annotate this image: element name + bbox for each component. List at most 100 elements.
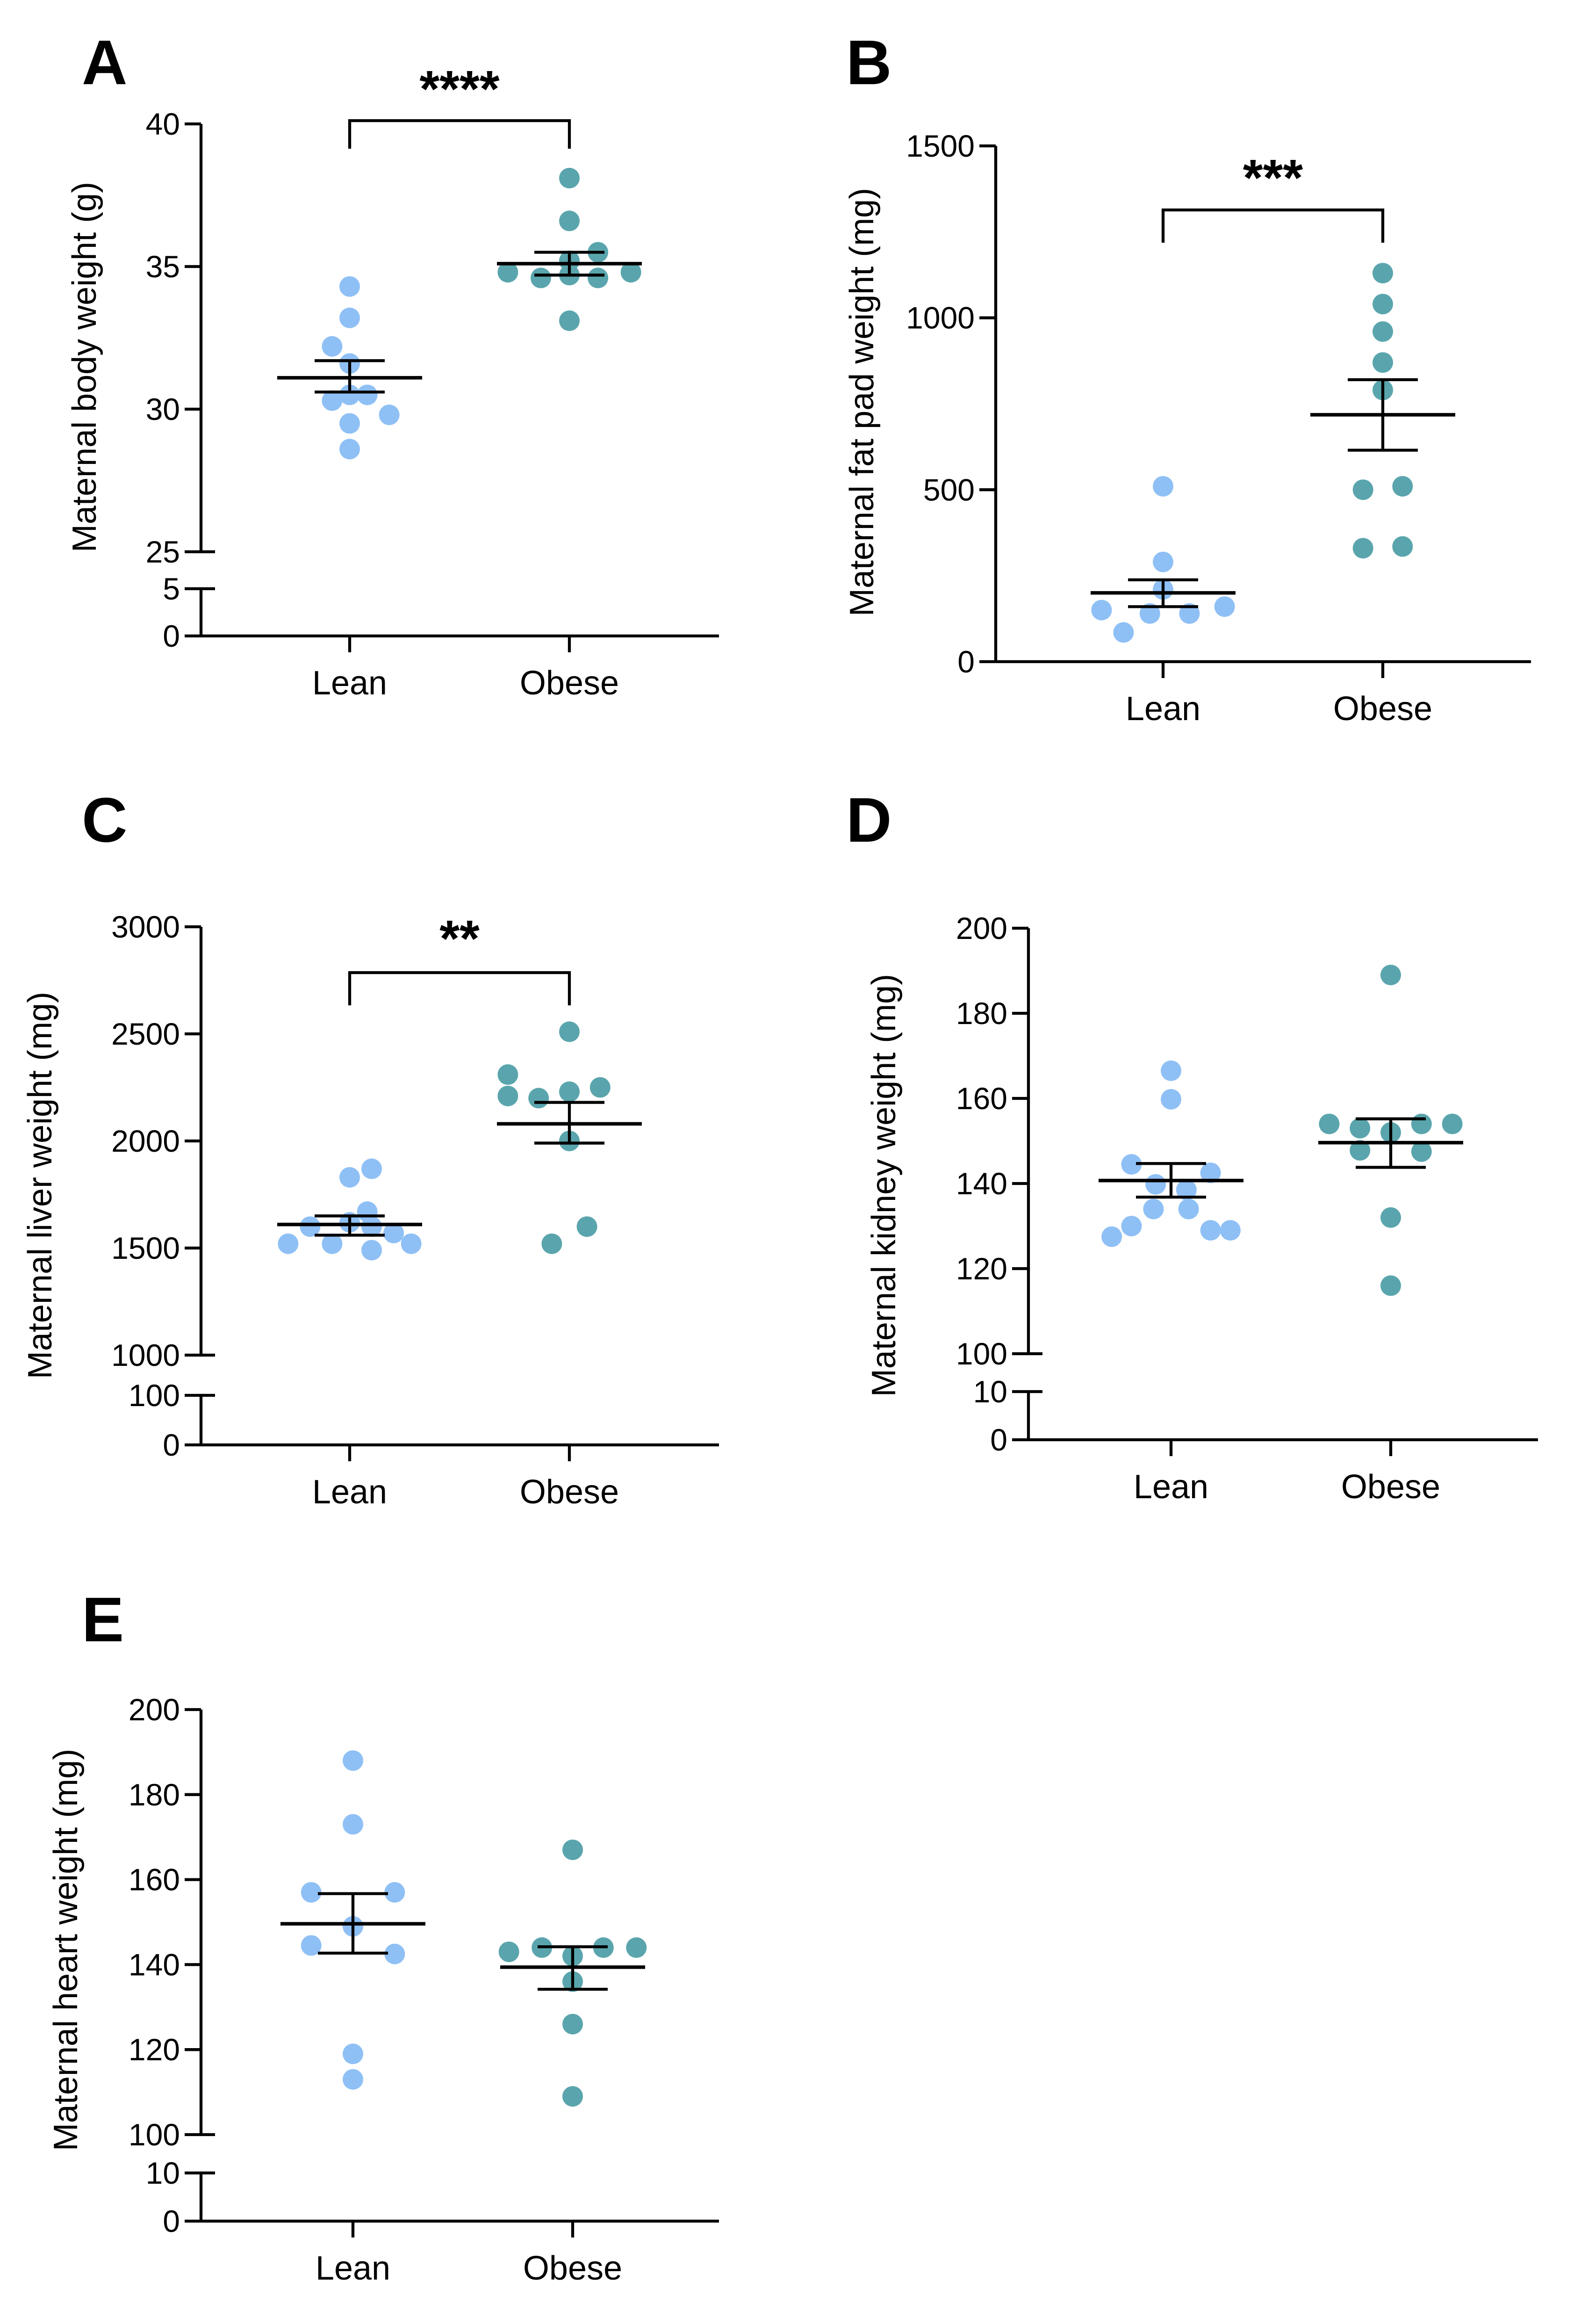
y-tick-label: 5 [163,571,180,606]
significance-stars: **** [419,60,499,118]
data-point-obese [559,1081,580,1102]
y-tick-label: 35 [146,249,180,284]
x-tick-label: Obese [523,2250,622,2287]
y-tick-label: 0 [163,619,180,653]
data-point-lean [339,439,360,460]
y-tick-label: 1000 [111,1338,180,1372]
data-point-lean [384,1882,405,1903]
significance-stars: ** [439,910,480,967]
data-point-obese [1352,538,1373,559]
data-point-obese [1373,321,1393,342]
data-point-obese [589,1077,611,1098]
data-point-obese [559,310,580,331]
data-point-lean [1121,1154,1142,1175]
y-tick-label: 10 [146,2156,180,2190]
x-tick-label: Obese [520,1473,619,1511]
y-tick-label: 25 [146,534,180,569]
data-point-lean [384,1943,405,1964]
data-point-obese [497,262,518,283]
x-tick-label: Lean [1134,1468,1208,1506]
data-point-obese [1411,1141,1432,1162]
data-point-lean [1161,1060,1181,1081]
data-point-obese [1392,536,1413,557]
data-point-lean [361,1216,382,1237]
data-point-obese [626,1937,647,1958]
y-tick-label: 0 [957,644,975,679]
data-point-obese [528,1088,549,1109]
data-point-lean [1220,1220,1241,1241]
data-point-obese [576,1216,597,1237]
data-point-lean [278,1233,299,1254]
data-point-lean [339,276,360,297]
data-point-obese [562,1839,583,1860]
panel-letter: B [846,27,892,98]
data-point-lean [343,2069,363,2090]
data-point-lean [322,1233,343,1254]
panel-letter: A [82,27,128,98]
significance-bracket [1161,208,1385,243]
data-point-lean [339,413,360,434]
data-point-lean [343,1814,363,1835]
y-axis-title: Maternal fat pad weight (mg) [843,188,881,616]
y-tick-label: 180 [956,996,1007,1031]
data-point-obese [620,262,641,283]
y-tick-label: 2000 [111,1124,180,1158]
data-point-lean [1143,1198,1164,1220]
data-point-lean [1214,596,1235,617]
data-point-lean [1091,599,1112,621]
y-tick-label: 200 [129,1692,180,1727]
data-point-lean [1179,603,1200,624]
data-point-obese [1350,1140,1371,1161]
data-point-obese [498,1941,519,1963]
y-axis-title: Maternal kidney weight (mg) [865,974,903,1397]
y-axis-title: Maternal body weight (g) [66,182,103,552]
data-point-obese [530,267,551,289]
axes [1012,926,1538,1456]
x-tick-label: Obese [520,664,619,702]
data-point-lean [322,336,343,357]
data-point-obese [1380,1275,1401,1296]
data-point-lean [1153,551,1173,572]
data-point-lean [1145,1174,1166,1195]
data-point-obese [1442,1113,1463,1134]
data-point-lean [301,1935,322,1956]
y-tick-label: 160 [129,1862,180,1897]
significance-bracket [348,119,571,149]
panel-letter: E [82,1584,124,1655]
data-point-obese [559,210,580,231]
data-point-lean [379,404,400,426]
data-point-obese [559,167,580,188]
data-point-lean [401,1233,422,1254]
y-tick-label: 2500 [111,1017,180,1051]
data-point-obese [1392,476,1413,497]
y-tick-label: 500 [923,472,975,507]
y-tick-label: 120 [129,2032,180,2067]
data-point-obese [497,1085,518,1106]
y-tick-label: 140 [956,1166,1007,1201]
data-point-lean [343,2043,363,2064]
x-tick-label: Lean [316,2250,390,2287]
y-tick-label: 140 [129,1947,180,1982]
data-point-lean [1176,1179,1197,1200]
y-tick-label: 160 [956,1081,1007,1116]
data-point-obese [497,1064,518,1085]
data-point-obese [1319,1113,1340,1134]
y-tick-label: 100 [956,1336,1007,1371]
x-tick-label: Lean [312,664,387,702]
y-tick-label: 120 [956,1251,1007,1286]
y-tick-label: 10 [973,1374,1007,1409]
x-tick-label: Obese [1341,1468,1440,1506]
y-tick-label: 100 [129,1378,180,1413]
panel-b: 0 500 1000 1500 Lean Obese Maternal fat pad we… [843,27,1531,728]
data-point-lean [383,1222,404,1243]
panel-e: 100 120 140 160 180 200 0 10 Lean Obese Maternal h… [47,1584,719,2287]
panel-c: 1000 1500 2000 2500 3000 0 100 Lean Obese Materna… [22,785,719,1511]
data-point-obese [1350,1118,1371,1139]
y-tick-label: 0 [163,1428,180,1462]
axes [185,1708,719,2237]
data-point-lean [339,384,360,405]
significance-stars: *** [1243,149,1303,207]
y-tick-label: 1500 [111,1231,180,1265]
y-tick-label: 1000 [906,301,975,335]
